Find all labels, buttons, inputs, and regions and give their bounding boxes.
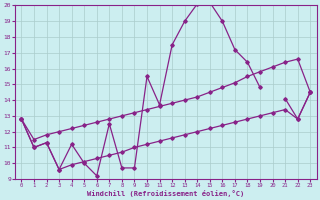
X-axis label: Windchill (Refroidissement éolien,°C): Windchill (Refroidissement éolien,°C): [87, 190, 244, 197]
